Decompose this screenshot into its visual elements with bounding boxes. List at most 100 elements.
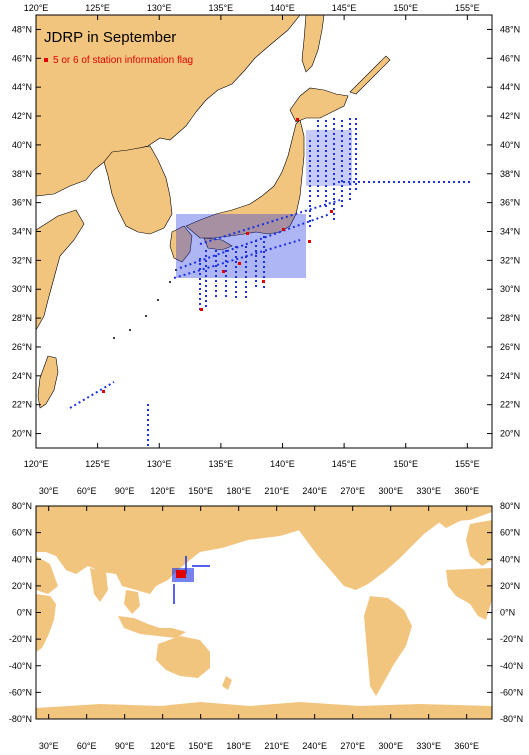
regional-lon-labels-bottom: 120°E 125°E 130°E 135°E 140°E 145°E 150°E 155°E (24, 459, 480, 469)
global-lat-labels-right: 80°N 60°N 40°N 20°N 0°N -20°N -40°N -60°N -80°N (500, 501, 523, 724)
ryukyu-islands (113, 269, 177, 339)
lat-tick-label: 28°N (12, 313, 32, 323)
lon-tick-label: 140°E (270, 459, 295, 469)
lon-tick-label: 60°E (77, 741, 97, 751)
australia (156, 636, 210, 678)
lat-tick-label: 32°N (12, 255, 32, 265)
lat-tick-label: 36°N (12, 198, 32, 208)
greenland (432, 506, 468, 528)
lon-tick-label: 125°E (85, 3, 110, 13)
lat-tick-label: 48°N (12, 24, 32, 34)
global-map-ticks (36, 505, 492, 720)
cluster-sagami (176, 214, 306, 278)
africa-west (446, 568, 492, 620)
lat-tick-label: -80°N (9, 714, 32, 724)
lon-tick-label: 155°E (455, 459, 480, 469)
lon-tick-label: 300°E (378, 741, 403, 751)
lat-tick-label: 48°N (500, 24, 520, 34)
lat-tick-label: 0°N (17, 608, 32, 618)
kyushu (169, 225, 193, 263)
lon-tick-label: 330°E (416, 741, 441, 751)
lat-tick-label: 40°N (500, 554, 520, 564)
lat-tick-label: 34°N (12, 227, 32, 237)
lat-tick-label: 24°N (12, 371, 32, 381)
lon-tick-label: 140°E (270, 3, 295, 13)
lon-tick-label: 150°E (188, 486, 213, 496)
lat-tick-label: 26°N (500, 342, 520, 352)
lon-tick-label: 120°E (24, 459, 49, 469)
europe-right (466, 520, 492, 566)
hokkaido (289, 87, 349, 123)
lat-tick-label: 28°N (500, 313, 520, 323)
lat-tick-label: -40°N (500, 661, 523, 671)
sakhalin (301, 14, 325, 73)
lat-tick-label: 46°N (500, 53, 520, 63)
lat-tick-label: 38°N (500, 169, 520, 179)
track-kuroshio (173, 181, 470, 310)
map-title: JDRP in September (44, 29, 176, 46)
station-points (69, 118, 470, 448)
new-zealand (222, 676, 232, 690)
lon-tick-label: 210°E (264, 486, 289, 496)
asia-mainland (35, 14, 301, 197)
lon-tick-label: 240°E (302, 486, 327, 496)
lon-tick-label: 360°E (454, 741, 479, 751)
lat-tick-label: 44°N (500, 82, 520, 92)
lat-tick-label: -20°N (9, 634, 32, 644)
southeast-asia (124, 590, 140, 614)
lon-tick-label: 130°E (147, 3, 172, 13)
india (90, 568, 108, 602)
lat-tick-label: -80°N (500, 714, 523, 724)
korea (103, 145, 173, 235)
antarctica (36, 702, 492, 719)
lat-tick-label: 36°N (500, 198, 520, 208)
lat-tick-label: 26°N (12, 342, 32, 352)
lat-tick-label: -60°N (9, 687, 32, 697)
lon-tick-label: 150°E (188, 741, 213, 751)
lon-tick-label: 180°E (226, 741, 251, 751)
arabia (36, 556, 58, 594)
lon-tick-label: 120°E (150, 486, 175, 496)
lon-tick-label: 90°E (115, 486, 135, 496)
global-lon-labels-bottom: 30°E 60°E 90°E 120°E 150°E 180°E 210°E 240°E 270… (39, 741, 479, 751)
lon-tick-label: 155°E (455, 3, 480, 13)
lon-tick-label: 240°E (302, 741, 327, 751)
lon-tick-label: 180°E (226, 486, 251, 496)
regional-lon-labels-top: 120°E 125°E 130°E 135°E 140°E 145°E 150°E 155°E (24, 3, 480, 13)
lon-tick-label: 130°E (147, 459, 172, 469)
regional-map: JDRP in September 5 or 6 of station info… (12, 3, 520, 469)
africa (36, 594, 56, 652)
legend-marker (44, 58, 48, 62)
lat-tick-label: -40°N (9, 661, 32, 671)
taiwan (37, 355, 59, 409)
lat-tick-label: 40°N (500, 140, 520, 150)
lon-tick-label: 60°E (77, 486, 97, 496)
global-lon-labels-top: 30°E 60°E 90°E 120°E 150°E 180°E 210°E 240°E 270… (39, 486, 479, 496)
lat-tick-label: 42°N (12, 111, 32, 121)
lat-tick-label: 60°N (12, 528, 32, 538)
lat-tick-label: 20°N (500, 429, 520, 439)
lat-tick-label: 46°N (12, 53, 32, 63)
lon-tick-label: 120°E (24, 3, 49, 13)
global-map: 30°E 60°E 90°E 120°E 150°E 180°E 210°E 240°E 270… (9, 486, 523, 751)
lon-tick-label: 360°E (454, 486, 479, 496)
lat-tick-label: 34°N (500, 227, 520, 237)
eurasia (36, 506, 320, 594)
lon-tick-label: 300°E (378, 486, 403, 496)
indonesia (118, 616, 186, 638)
lon-tick-label: 330°E (416, 486, 441, 496)
cluster-sanriku (306, 130, 352, 186)
lat-tick-label: 32°N (500, 255, 520, 265)
regional-lat-labels-left: 20°N 22°N 24°N 26°N 28°N 30°N 32°N 34°N 36°N 38°N… (12, 24, 32, 438)
lat-tick-label: 20°N (12, 429, 32, 439)
regional-map-ticks (35, 15, 492, 448)
global-lat-labels-left: 80°N 60°N 40°N 20°N 0°N -20°N -40°N -60°N -80°N (9, 501, 32, 724)
south-america (364, 596, 412, 696)
global-station-points (172, 556, 210, 604)
lat-tick-label: 30°N (500, 284, 520, 294)
lon-tick-label: 270°E (340, 741, 365, 751)
lat-tick-label: 44°N (12, 82, 32, 92)
lon-tick-label: 120°E (150, 741, 175, 751)
lon-tick-label: 145°E (332, 459, 357, 469)
